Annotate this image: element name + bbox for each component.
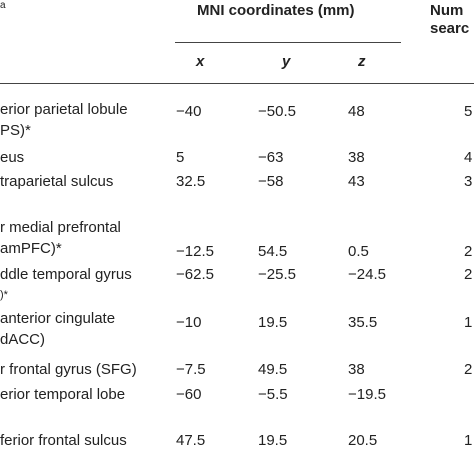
coord-z: 48 (348, 103, 365, 120)
coord-x: 47.5 (176, 432, 206, 449)
coord-x: −60 (176, 386, 202, 403)
coord-x: −40 (176, 103, 202, 120)
coord-x: −62.5 (176, 266, 214, 283)
coord-x: 5 (176, 149, 185, 166)
mni-coordinates-header: MNI coordinates (mm) (197, 2, 355, 19)
region-name-line: ddle temporal gyrus (0, 266, 132, 283)
region-name-line: ferior frontal sulcus (0, 432, 127, 449)
coord-y: 54.5 (258, 243, 288, 260)
region-name-line: traparietal sulcus (0, 173, 114, 190)
coord-y: −5.5 (258, 386, 288, 403)
search-count: 2 (464, 266, 473, 283)
coord-z: 35.5 (348, 314, 378, 331)
region-name-line: dACC) (0, 331, 46, 348)
coord-z: 38 (348, 361, 365, 378)
search-count: 2 (464, 243, 473, 260)
coord-z: 38 (348, 149, 365, 166)
number-header-line1: Num (430, 2, 464, 19)
region-name-line: erior parietal lobule (0, 101, 128, 118)
number-header-line2: searc (430, 20, 470, 37)
column-header-z: z (358, 53, 366, 70)
coord-y: −50.5 (258, 103, 296, 120)
coord-x: −10 (176, 314, 202, 331)
coord-y: −63 (258, 149, 284, 166)
column-header-y: y (282, 53, 291, 70)
search-count: 2 (464, 361, 473, 378)
coord-z: 20.5 (348, 432, 378, 449)
coord-z: −24.5 (348, 266, 386, 283)
column-header-x: x (196, 53, 205, 70)
search-count: 1 (464, 314, 473, 331)
region-name-line: erior temporal lobe (0, 386, 126, 403)
coord-x: −12.5 (176, 243, 214, 260)
coord-x: −7.5 (176, 361, 206, 378)
coord-y: 49.5 (258, 361, 288, 378)
mni-header-rule (175, 42, 401, 43)
coord-z: −19.5 (348, 386, 386, 403)
header-fragment-mark: a (0, 0, 6, 11)
region-name-line: r medial prefrontal (0, 219, 121, 236)
coord-z: 43 (348, 173, 365, 190)
coord-z: 0.5 (348, 243, 369, 260)
search-count: 5 (464, 103, 473, 120)
coord-x: 32.5 (176, 173, 206, 190)
region-name-line: PS)* (0, 122, 31, 139)
coord-y: −58 (258, 173, 284, 190)
coord-y: 19.5 (258, 314, 288, 331)
region-name-line: eus (0, 149, 25, 166)
coord-y: −25.5 (258, 266, 296, 283)
table-header-rule (0, 83, 474, 84)
region-name-line: r frontal gyrus (SFG) (0, 361, 137, 378)
search-count: 3 (464, 173, 473, 190)
region-name-line: amPFC)* (0, 240, 62, 257)
search-count: 1 (464, 432, 473, 449)
search-count: 4 (464, 149, 473, 166)
region-name-line: )* (0, 289, 8, 301)
region-name-line: anterior cingulate (0, 310, 116, 327)
coord-y: 19.5 (258, 432, 288, 449)
